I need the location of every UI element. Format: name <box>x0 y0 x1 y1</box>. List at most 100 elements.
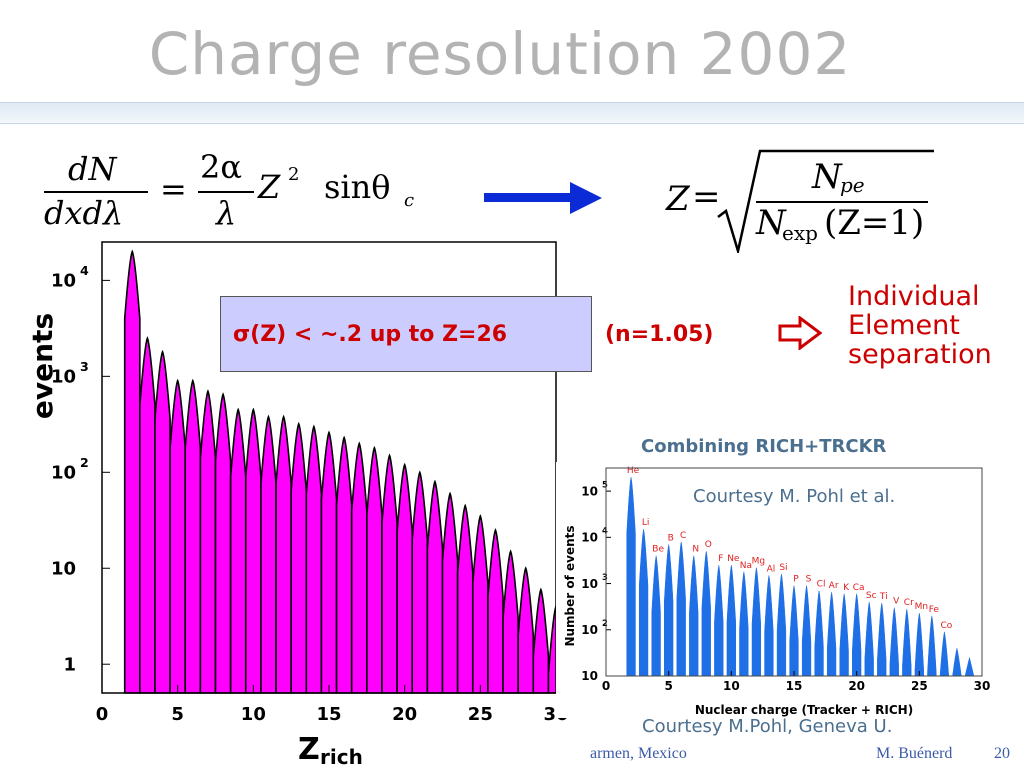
element-label-v: V <box>893 597 900 607</box>
inset-peak-z-5 <box>664 544 674 677</box>
refractive-index-note: (n=1.05) <box>605 322 714 347</box>
formula-equals: = <box>160 170 187 208</box>
y-tick-exponent-2: 3 <box>602 572 608 582</box>
right-arrow-icon <box>484 182 602 214</box>
inset-peak-z-7 <box>689 555 699 677</box>
histogram-peak-z-19 <box>381 453 398 694</box>
x-tick-label-25: 25 <box>911 679 928 693</box>
conclusion-line-1: Individual <box>848 281 980 312</box>
resolution-statement: σ(Z) < ~.2 up to Z=26 <box>233 322 508 347</box>
histogram-peak-z-20 <box>396 462 414 694</box>
inset-peak-z-3 <box>638 529 649 677</box>
histogram-peak-z-28 <box>517 566 535 694</box>
element-label-he: He <box>627 466 640 476</box>
inset-peak-z-20 <box>852 593 862 677</box>
histogram-peak-z-6 <box>184 378 202 694</box>
x-tick-label-20: 20 <box>392 704 417 725</box>
inset-peak-z-18 <box>826 592 837 677</box>
histogram-peak-z-12 <box>275 414 292 694</box>
histogram-peak-z-29 <box>532 587 550 694</box>
x-tick-label-25: 25 <box>468 704 493 725</box>
element-separation-note: Individual Element separation <box>848 282 992 369</box>
formula-fraction-bar <box>44 191 148 193</box>
histogram-peak-z-11 <box>260 414 277 694</box>
y-axis-label: events <box>26 313 59 419</box>
element-label-ne: Ne <box>727 554 740 564</box>
y-tick-exponent-4: 5 <box>602 480 608 490</box>
x-tick-label-15: 15 <box>316 704 341 725</box>
inset-y-axis-label: Number of events <box>563 525 577 646</box>
inset-peak-z-25 <box>914 612 924 677</box>
y-tick-label-2: 10 <box>581 577 598 591</box>
inset-peak-z-17 <box>814 590 824 677</box>
element-label-ar: Ar <box>829 581 839 591</box>
y-tick-exponent-1: 2 <box>602 618 608 628</box>
inset-peak-z-10 <box>726 565 736 677</box>
histogram-peak-z-16 <box>335 435 353 694</box>
inset-peak-z-26 <box>927 615 937 677</box>
x-tick-label-30: 30 <box>974 679 991 693</box>
element-label-cr: Cr <box>904 598 914 608</box>
formula-z-left: Z <box>666 179 690 219</box>
histogram-peak-z-27 <box>502 549 519 694</box>
x-tick-label-20: 20 <box>848 679 865 693</box>
inset-peak-z-28 <box>952 648 962 677</box>
inset-peak-z-24 <box>902 609 912 677</box>
histogram-peak-z-14 <box>305 424 323 694</box>
y-tick-label-4: 10 <box>581 484 598 498</box>
y-tick-label-1: 10 <box>581 623 598 637</box>
element-label-li: Li <box>642 518 650 528</box>
histogram-peak-z-25 <box>471 514 489 694</box>
histogram-peak-z-2 <box>123 249 141 694</box>
inset-peak-z-21 <box>864 601 874 677</box>
inset-title: Combining RICH+TRCKR <box>641 436 887 457</box>
resolution-box <box>220 296 592 372</box>
inset-peak-z-29 <box>964 657 975 677</box>
histogram-peak-z-7 <box>199 389 217 694</box>
element-label-f: F <box>718 554 723 564</box>
differential-formula: dN dxdλ = 2α λ Z 2 sinθ c <box>40 148 420 235</box>
element-label-mg: Mg <box>752 557 765 567</box>
x-axis-label: Z <box>298 732 320 767</box>
histogram-peak-z-23 <box>441 491 459 694</box>
y-tick-label-3: 10 <box>581 531 598 545</box>
bottom-courtesy: Courtesy M.Pohl, Geneva U. <box>642 716 893 737</box>
formula-fraction-bar-right <box>756 201 928 203</box>
y-tick-label-2: 10 <box>51 463 76 484</box>
x-tick-label-0: 0 <box>602 679 610 693</box>
inset-peak-z-4 <box>651 555 661 677</box>
histogram-peak-z-18 <box>366 445 383 694</box>
element-label-n: N <box>692 545 699 555</box>
inset-peak-z-19 <box>839 593 849 677</box>
formula-nexp: N <box>756 203 786 243</box>
formula-sin-subscript: c <box>404 190 415 211</box>
histogram-peak-z-17 <box>350 441 368 694</box>
inset-peak-z-9 <box>714 565 724 677</box>
x-tick-label-15: 15 <box>786 679 803 693</box>
charge-histogram: 051015202530110102103104 events Z rich <box>26 241 569 768</box>
histogram-peak-z-24 <box>456 503 474 694</box>
histogram-peak-z-13 <box>290 421 308 694</box>
x-tick-label-10: 10 <box>723 679 740 693</box>
element-label-c: C <box>680 531 686 541</box>
element-label-k: K <box>843 583 850 593</box>
inset-peak-z-22 <box>877 602 887 677</box>
formula-z-exponent: 2 <box>288 164 300 185</box>
formula-dxdlambda: dxdλ <box>44 194 124 232</box>
footer-author: M. Buénerd <box>876 745 953 762</box>
inset-peak-z-14 <box>776 574 787 677</box>
y-tick-exponent-2: 2 <box>80 455 89 470</box>
histogram-peak-z-26 <box>487 528 504 694</box>
histogram-peak-z-21 <box>411 470 429 694</box>
element-label-ti: Ti <box>879 592 888 602</box>
conclusion-line-3: separation <box>848 339 992 370</box>
y-tick-exponent-3: 4 <box>602 526 608 536</box>
element-label-be: Be <box>652 545 664 555</box>
charge-formula: Z = N pe N exp (Z=1) <box>664 145 944 255</box>
element-label-co: Co <box>941 621 953 631</box>
inset-peak-z-12 <box>751 567 762 677</box>
histogram-peak-z-10 <box>244 407 262 694</box>
formula-lambda: λ <box>216 194 237 232</box>
y-tick-label-4: 10 <box>51 271 76 292</box>
